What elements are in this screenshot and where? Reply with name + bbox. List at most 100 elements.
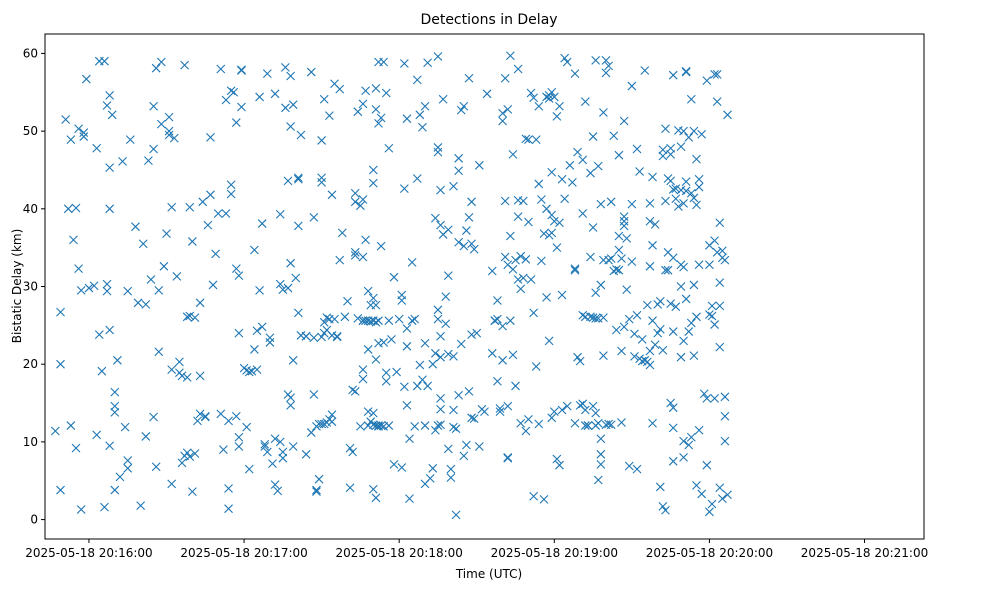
data-point: [358, 195, 368, 204]
data-point: [399, 382, 409, 392]
data-point: [531, 362, 541, 371]
data-point: [599, 108, 608, 117]
data-point: [164, 130, 174, 140]
data-point: [694, 425, 704, 435]
data-point: [118, 157, 127, 166]
data-point: [144, 156, 153, 166]
data-point: [578, 399, 588, 409]
data-point: [500, 73, 510, 83]
data-point: [653, 328, 663, 338]
data-point: [275, 437, 285, 447]
data-point: [224, 416, 233, 426]
data-point: [185, 452, 195, 462]
data-point: [275, 279, 285, 289]
data-point: [399, 59, 409, 68]
data-point: [511, 381, 520, 391]
data-point: [110, 401, 120, 411]
data-point: [262, 447, 272, 457]
data-point: [368, 484, 378, 494]
data-point: [412, 174, 422, 183]
data-point: [562, 401, 572, 411]
data-point: [430, 213, 440, 223]
data-point: [105, 441, 115, 451]
data-point: [487, 266, 497, 276]
data-point: [544, 336, 554, 346]
data-point: [676, 282, 686, 291]
data-point: [190, 313, 200, 322]
data-point: [131, 222, 140, 232]
data-point: [195, 409, 205, 419]
data-point: [668, 423, 678, 433]
data-point: [570, 264, 580, 274]
data-point: [306, 67, 316, 77]
data-point: [642, 300, 652, 310]
data-point: [684, 327, 694, 336]
data-point: [317, 332, 327, 342]
data-point: [281, 103, 290, 113]
data-point: [433, 314, 443, 324]
data-point: [671, 302, 681, 312]
data-point: [112, 355, 122, 365]
data-point: [599, 351, 608, 361]
data-point: [74, 264, 83, 274]
data-point: [552, 243, 562, 253]
data-point: [356, 421, 365, 431]
data-point: [265, 338, 275, 347]
data-point: [423, 58, 433, 68]
data-point: [350, 188, 360, 198]
data-point: [405, 494, 414, 503]
data-point: [697, 129, 707, 139]
data-point: [671, 194, 681, 204]
data-point: [371, 83, 381, 93]
data-point: [549, 407, 559, 416]
data-point: [580, 421, 590, 430]
data-point: [648, 316, 657, 326]
data-point: [464, 212, 474, 222]
data-point: [586, 252, 595, 262]
data-point: [371, 300, 381, 310]
data-point: [164, 126, 174, 136]
data-point: [371, 104, 381, 114]
data-point: [293, 221, 303, 231]
data-point: [278, 453, 288, 463]
data-point: [420, 421, 430, 430]
data-point: [702, 76, 712, 86]
data-point: [438, 94, 448, 104]
data-point: [604, 61, 613, 71]
data-point: [125, 135, 135, 145]
data-point: [250, 345, 259, 354]
data-point: [549, 216, 559, 226]
data-point: [177, 371, 187, 381]
data-point: [686, 94, 696, 104]
data-point: [309, 390, 319, 399]
data-point: [681, 177, 691, 187]
data-point: [715, 218, 725, 228]
data-point: [402, 400, 412, 410]
data-point: [335, 255, 345, 265]
data-point: [154, 347, 164, 357]
data-point: [110, 485, 120, 495]
data-point: [526, 88, 536, 98]
data-point: [94, 330, 104, 340]
data-point: [288, 355, 298, 365]
data-point: [679, 198, 688, 208]
data-point: [614, 265, 624, 275]
data-point: [407, 316, 417, 326]
data-point: [454, 237, 464, 247]
data-point: [717, 246, 727, 256]
data-point: [371, 493, 381, 503]
data-point: [599, 313, 608, 322]
data-point: [552, 111, 562, 121]
data-point: [309, 333, 319, 343]
data-point: [655, 324, 665, 334]
data-point: [123, 463, 133, 473]
data-point: [668, 327, 678, 336]
data-point: [555, 218, 564, 228]
data-point: [247, 366, 257, 376]
data-point: [715, 301, 725, 311]
data-point: [433, 147, 443, 157]
data-point: [449, 405, 458, 415]
data-point: [624, 314, 634, 324]
